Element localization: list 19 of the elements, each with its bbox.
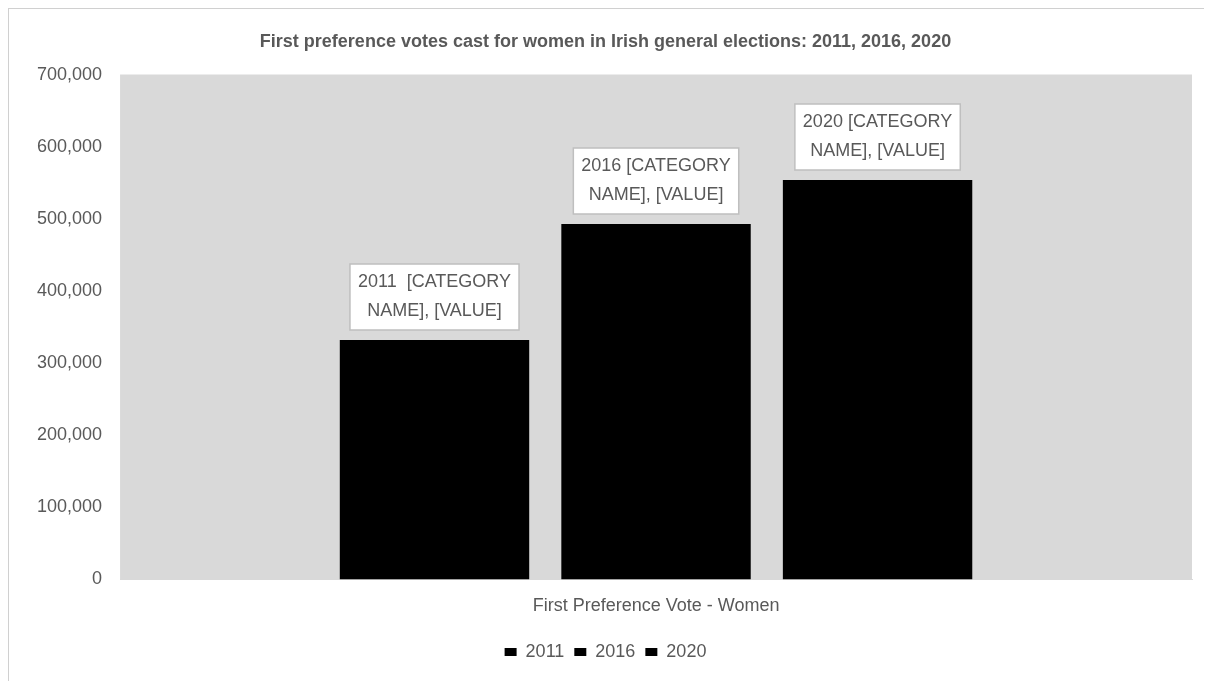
y-tick-label: 200,000 bbox=[36, 424, 103, 445]
bar bbox=[339, 339, 530, 580]
bar bbox=[561, 223, 751, 580]
x-tick-label: First Preference Vote - Women bbox=[532, 595, 780, 616]
chart-title: First preference votes cast for women in Irish general elections: 2011, 2016, 2020 bbox=[259, 30, 952, 51]
annotation: 2016 [CATEGORY NAME], [VALUE] bbox=[581, 155, 731, 205]
y-tick-label: 600,000 bbox=[36, 135, 103, 156]
y-tick-label: 100,000 bbox=[36, 496, 103, 517]
bar bbox=[782, 179, 973, 580]
legend-label: 2020 bbox=[666, 640, 707, 661]
y-tick-label: 700,000 bbox=[36, 63, 103, 84]
annotation: 2020 [CATEGORY NAME], [VALUE] bbox=[802, 111, 953, 161]
legend-label: 2011 bbox=[525, 640, 565, 661]
y-tick-label: 0 bbox=[92, 568, 103, 589]
y-tick-label: 500,000 bbox=[36, 207, 103, 228]
legend-label: 2016 bbox=[595, 640, 636, 661]
annotation: 2011 [CATEGORY NAME], [VALUE] bbox=[357, 271, 512, 321]
y-tick-label: 400,000 bbox=[36, 279, 103, 300]
y-tick-label: 300,000 bbox=[36, 352, 103, 373]
